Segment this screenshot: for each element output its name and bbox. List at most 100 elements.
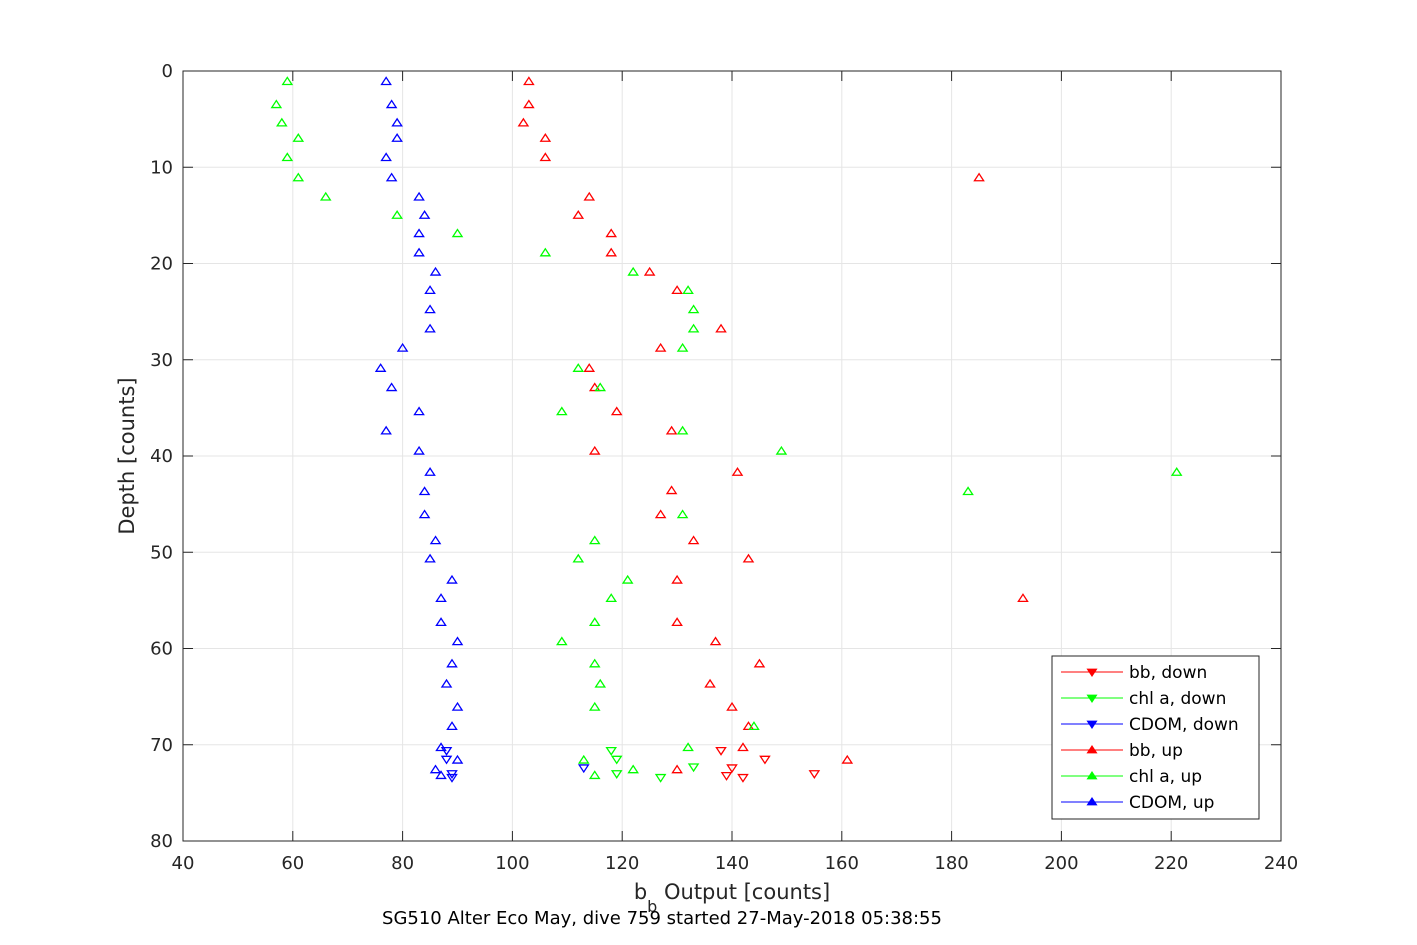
- data-point-marker: [572, 553, 585, 563]
- data-point-marker: [720, 772, 733, 781]
- x-tick-label: 100: [495, 853, 529, 874]
- data-point-marker: [643, 266, 656, 276]
- x-axis-label-main: b: [634, 880, 647, 904]
- x-tick-label: 200: [1044, 853, 1078, 874]
- data-point-marker: [424, 553, 436, 563]
- data-point-marker: [682, 285, 694, 294]
- data-point-marker: [687, 323, 700, 333]
- data-point-marker: [759, 755, 771, 765]
- data-point-marker: [556, 406, 568, 416]
- data-point-marker: [726, 701, 738, 711]
- data-point-marker: [621, 574, 634, 584]
- data-point-marker: [583, 363, 596, 372]
- legend-swatch-marker: [1086, 694, 1098, 704]
- data-point-marker: [446, 721, 458, 731]
- data-point-marker: [687, 535, 700, 545]
- data-point-marker: [385, 172, 398, 182]
- data-point-marker: [704, 678, 716, 688]
- data-point-marker: [748, 721, 760, 731]
- x-tick-label: 180: [934, 853, 968, 874]
- data-point-marker: [973, 172, 985, 182]
- data-point-marker: [435, 742, 447, 752]
- data-point-marker: [380, 76, 392, 86]
- data-point-marker: [594, 382, 607, 392]
- y-tick-label: 20: [150, 254, 173, 275]
- x-tick-label: 140: [715, 853, 749, 874]
- data-point-marker: [588, 617, 601, 627]
- y-tick-label: 0: [162, 61, 173, 82]
- data-point-marker: [610, 770, 623, 779]
- data-point-marker: [424, 285, 436, 294]
- data-point-marker: [385, 99, 398, 109]
- data-point-marker: [808, 770, 821, 779]
- data-point-marker: [841, 754, 854, 764]
- chart-caption: SG510 Alter Eco May, dive 759 started 27…: [382, 908, 942, 929]
- data-point-marker: [742, 553, 755, 563]
- legend-entry-label: chl a, down: [1129, 689, 1226, 709]
- x-tick-label: 240: [1264, 853, 1298, 874]
- legend-entry-label: bb, up: [1129, 741, 1183, 761]
- x-axis-label-rest: Output [counts]: [657, 880, 830, 904]
- data-point-marker: [380, 425, 392, 435]
- data-point-marker: [731, 467, 744, 476]
- data-point-marker: [429, 266, 442, 276]
- x-tick-label: 80: [391, 853, 414, 874]
- y-tick-label: 70: [150, 735, 173, 756]
- series-cdom-up: [374, 76, 464, 780]
- data-point-marker: [446, 773, 458, 783]
- data-point-marker: [396, 342, 409, 352]
- data-point-marker: [413, 445, 425, 455]
- legend-entry-label: CDOM, down: [1129, 715, 1239, 735]
- data-point-marker: [671, 574, 683, 584]
- data-point-marker: [605, 228, 618, 238]
- data-point-marker: [588, 658, 601, 668]
- data-point-marker: [654, 509, 667, 519]
- data-point-marker: [588, 382, 601, 392]
- data-point-marker: [374, 363, 387, 372]
- data-point-marker: [709, 636, 722, 646]
- data-point-marker: [413, 228, 425, 238]
- data-point-marker: [962, 486, 974, 496]
- legend-entry-label: bb, down: [1129, 663, 1207, 683]
- data-point-marker: [610, 755, 623, 765]
- data-point-marker: [577, 754, 590, 764]
- x-axis-label: bb Output [counts]: [634, 880, 830, 916]
- x-tick-label: 160: [825, 853, 859, 874]
- data-point-marker: [588, 445, 601, 455]
- data-point-marker: [435, 617, 447, 627]
- data-point-marker: [413, 406, 425, 416]
- y-tick-label: 40: [150, 446, 173, 467]
- data-point-marker: [605, 593, 618, 602]
- x-tick-label: 60: [281, 853, 304, 874]
- data-point-marker: [671, 764, 683, 774]
- legend-entry-label: CDOM, up: [1129, 793, 1214, 813]
- y-tick-label: 60: [150, 639, 173, 660]
- data-point-marker: [539, 152, 552, 162]
- axis-ticks: 40 60 80 100 120 140 160 180 200 220 240 0 10 20 30 40 5…: [150, 61, 1298, 874]
- data-point-marker: [451, 754, 464, 764]
- data-point-marker: [665, 425, 678, 435]
- series-bb-down: [715, 746, 821, 783]
- legend-entry-label: chl a, up: [1129, 767, 1202, 787]
- y-tick-label: 10: [150, 157, 173, 178]
- data-point-marker: [676, 509, 689, 519]
- y-tick-label: 80: [150, 831, 173, 852]
- data-point-marker: [418, 210, 431, 219]
- data-point-marker: [413, 191, 425, 201]
- x-tick-label: 120: [605, 853, 639, 874]
- data-point-marker: [687, 304, 700, 314]
- data-point-marker: [682, 742, 694, 752]
- data-point-marker: [556, 636, 568, 646]
- data-point-marker: [539, 133, 552, 142]
- data-point-marker: [391, 133, 403, 142]
- data-point-marker: [1017, 593, 1029, 602]
- data-point-marker: [588, 770, 601, 780]
- legend-swatch-marker: [1086, 744, 1098, 754]
- series-chl-a-up: [270, 76, 1183, 780]
- data-point-marker: [742, 721, 755, 731]
- data-point-marker: [726, 764, 738, 774]
- legend-swatch-marker: [1086, 720, 1098, 730]
- data-point-marker: [1170, 467, 1183, 476]
- data-point-marker: [391, 210, 403, 219]
- data-point-marker: [319, 191, 332, 201]
